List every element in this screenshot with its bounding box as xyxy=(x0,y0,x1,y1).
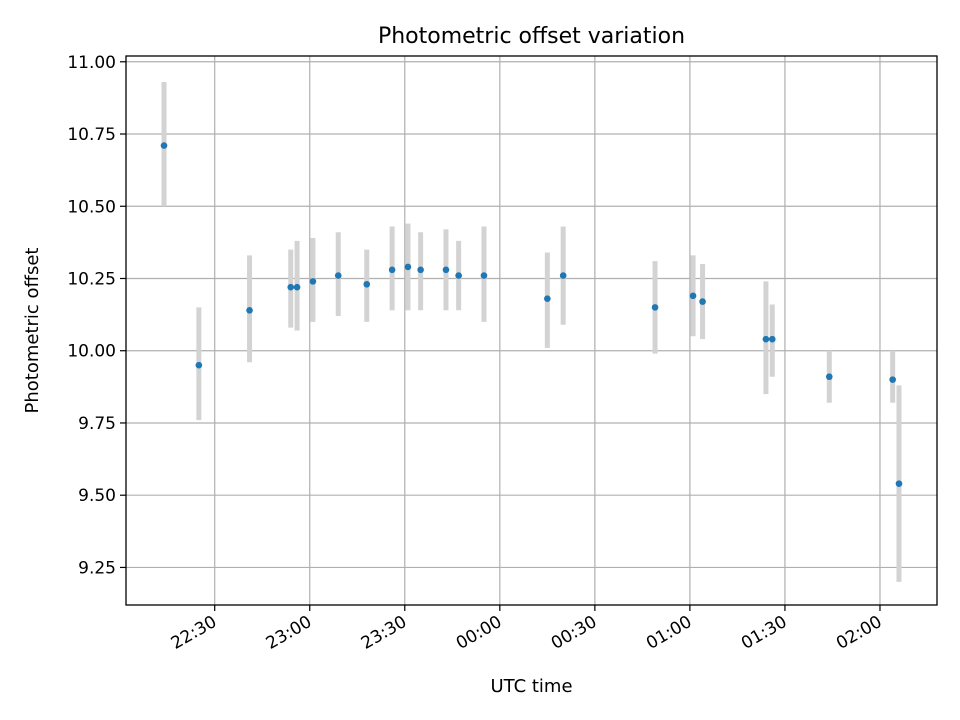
plot-frame xyxy=(125,55,938,606)
y-axis-label: Photometric offset xyxy=(22,248,43,414)
error-bars xyxy=(161,82,902,582)
y-tick-label: 11.00 xyxy=(67,53,116,73)
data-point xyxy=(544,295,551,303)
data-point xyxy=(388,266,396,274)
data-point xyxy=(160,142,168,149)
data-point xyxy=(287,283,295,291)
x-axis-ticks: 22:30 23:00 23:30 00:00 00:30 01:00 01:30 02:00 xyxy=(168,605,885,654)
x-tick-label: 00:30 xyxy=(548,612,600,654)
data-point xyxy=(309,278,317,285)
y-tick-label: 10.25 xyxy=(67,269,116,289)
x-axis-label: UTC time xyxy=(490,676,572,697)
x-tick-label: 23:30 xyxy=(358,612,410,654)
grid xyxy=(126,56,937,605)
data-point xyxy=(480,272,488,279)
data-point xyxy=(895,480,903,487)
data-point xyxy=(363,280,371,288)
y-tick-label: 10.00 xyxy=(67,342,116,362)
data-point xyxy=(768,335,776,343)
data-point xyxy=(404,263,412,271)
x-tick-label: 01:30 xyxy=(738,612,790,654)
data-point xyxy=(417,266,424,274)
data-point xyxy=(889,376,896,383)
data-point xyxy=(559,272,567,279)
y-axis-ticks: 9.25 9.50 9.75 10.00 10.25 10.50 10.75 11.00 xyxy=(67,53,126,578)
data-point xyxy=(293,283,301,291)
data-point xyxy=(442,266,450,274)
y-tick-label: 10.50 xyxy=(67,197,116,217)
data-point xyxy=(334,272,342,279)
chart-title: Photometric offset variation xyxy=(378,24,685,49)
x-tick-label: 00:00 xyxy=(453,612,505,654)
data-point xyxy=(825,373,833,381)
x-tick-label: 23:00 xyxy=(263,612,315,654)
data-point xyxy=(699,298,706,305)
data-points xyxy=(160,142,903,487)
data-point xyxy=(455,272,462,279)
x-tick-label: 02:00 xyxy=(833,612,885,654)
x-tick-label: 22:30 xyxy=(168,612,220,654)
y-tick-label: 10.75 xyxy=(67,125,116,145)
data-point xyxy=(689,292,697,300)
y-tick-label: 9.75 xyxy=(78,414,116,434)
data-point xyxy=(195,361,203,369)
data-point xyxy=(246,306,253,314)
y-tick-label: 9.50 xyxy=(78,486,116,506)
y-tick-label: 9.25 xyxy=(78,558,116,578)
x-tick-label: 01:00 xyxy=(643,612,695,654)
data-point xyxy=(651,304,659,311)
data-point xyxy=(762,335,770,343)
